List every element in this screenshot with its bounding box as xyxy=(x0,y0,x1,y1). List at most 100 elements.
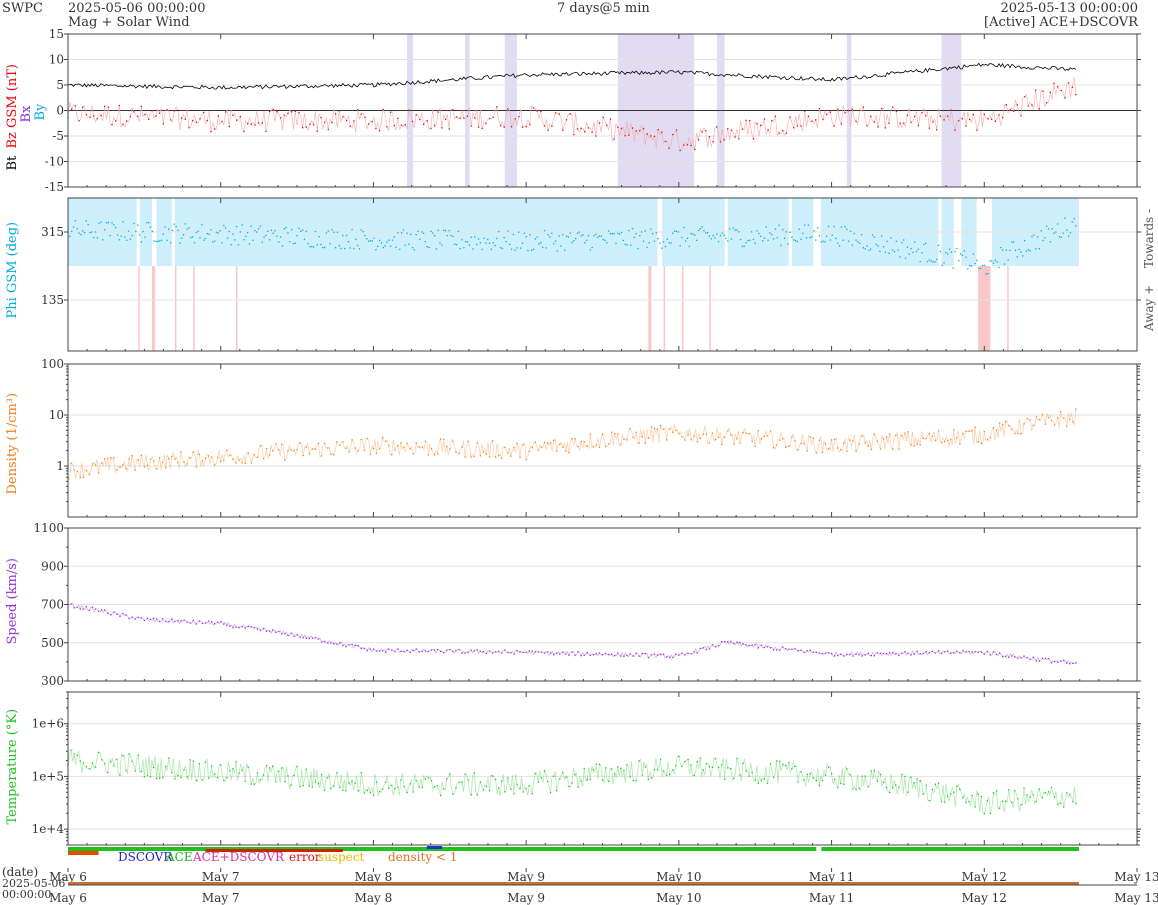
x-tick-label: May 7 xyxy=(202,870,240,884)
bz-point xyxy=(895,110,898,112)
series-point-5 xyxy=(397,786,399,788)
series-point-3 xyxy=(162,461,164,463)
series-point-5 xyxy=(82,762,84,764)
series-point-5 xyxy=(421,786,423,789)
series-point-3 xyxy=(678,433,680,435)
phi-point xyxy=(421,231,423,233)
series-point-3 xyxy=(846,450,848,452)
bz-point xyxy=(683,144,685,146)
series-point-5 xyxy=(513,792,515,795)
phi-away-band xyxy=(681,266,684,351)
bz-point xyxy=(393,124,395,127)
series-point-5 xyxy=(235,761,237,763)
speed-point xyxy=(1053,660,1056,663)
phi-point xyxy=(838,245,841,247)
phi-point xyxy=(532,248,535,251)
speed-point xyxy=(97,610,100,613)
series-point-5 xyxy=(821,780,824,782)
bz-point xyxy=(232,114,234,117)
bz-point xyxy=(653,135,656,138)
phi-point xyxy=(981,264,984,267)
series-point-5 xyxy=(449,773,451,775)
phi-point xyxy=(78,232,80,234)
speed-point xyxy=(198,620,201,622)
series-point-3 xyxy=(296,448,298,451)
series-point-5 xyxy=(754,779,756,781)
bz-point xyxy=(422,123,425,126)
series-point-5 xyxy=(162,777,164,779)
phi-point xyxy=(934,261,936,263)
phi-point xyxy=(443,229,445,231)
series-point-5 xyxy=(763,778,766,780)
bz-point xyxy=(723,139,725,141)
series-point-5 xyxy=(226,777,228,779)
speed-point xyxy=(995,653,998,656)
phi-point xyxy=(116,234,119,236)
series-point-3 xyxy=(525,458,527,461)
series-point-3 xyxy=(504,446,506,448)
speed-series-line xyxy=(67,602,1077,665)
speed-point xyxy=(265,630,268,632)
series-point-3 xyxy=(873,433,876,435)
phi-point xyxy=(758,232,760,235)
phi-point xyxy=(344,247,346,250)
series-point-3 xyxy=(253,453,256,456)
series-point-5 xyxy=(650,777,653,779)
speed-point xyxy=(898,654,900,657)
phi-point xyxy=(384,245,386,247)
speed-point xyxy=(705,648,708,651)
series-point-3 xyxy=(757,430,759,432)
speed-point xyxy=(443,651,445,654)
speed-point xyxy=(702,647,704,649)
phi-point xyxy=(855,239,857,241)
phi-point xyxy=(259,225,262,227)
speed-point xyxy=(162,618,164,620)
series-point-3 xyxy=(125,467,127,470)
series-point-5 xyxy=(779,760,781,763)
phi-point xyxy=(860,234,863,236)
speed-point xyxy=(977,651,979,654)
by-axis-label: By xyxy=(33,103,48,121)
speed-point xyxy=(507,651,509,654)
phi-point xyxy=(454,243,456,245)
bz-point xyxy=(958,119,960,122)
phi-point xyxy=(857,241,859,243)
series-point-3 xyxy=(476,442,478,444)
phi-point xyxy=(488,242,491,244)
speed-point xyxy=(858,654,860,656)
bz-point xyxy=(477,126,480,128)
speed-point xyxy=(1041,657,1044,660)
series-point-5 xyxy=(736,757,738,760)
phi-away-band xyxy=(151,266,156,351)
series-point-5 xyxy=(110,761,112,763)
phi-point xyxy=(948,248,951,250)
phi-point xyxy=(611,233,613,235)
bz-point xyxy=(969,118,971,121)
series-point-5 xyxy=(666,774,668,777)
series-point-5 xyxy=(635,780,637,782)
series-point-3 xyxy=(974,426,976,428)
series-point-5 xyxy=(950,793,952,795)
series-point-3 xyxy=(226,449,228,452)
series-point-3 xyxy=(669,428,671,430)
phi-point xyxy=(267,230,269,232)
phi-away-band xyxy=(174,266,177,351)
series-point-3 xyxy=(1075,408,1077,410)
speed-point xyxy=(666,656,668,658)
series-point-5 xyxy=(165,765,167,768)
series-point-3 xyxy=(983,430,985,433)
speed-point xyxy=(910,654,912,656)
speed-point xyxy=(336,643,338,645)
x-tick-label: May 6 xyxy=(49,870,87,884)
speed-point xyxy=(534,651,537,653)
speed-point xyxy=(272,629,274,631)
speed-point xyxy=(207,620,210,622)
series-point-3 xyxy=(400,441,402,444)
phi-point xyxy=(160,239,163,241)
phi-point xyxy=(107,221,110,224)
source-strip-error xyxy=(68,851,99,855)
series-point-5 xyxy=(357,790,359,792)
series-point-5 xyxy=(467,779,469,781)
series-point-5 xyxy=(152,767,155,769)
series-point-5 xyxy=(919,780,921,782)
